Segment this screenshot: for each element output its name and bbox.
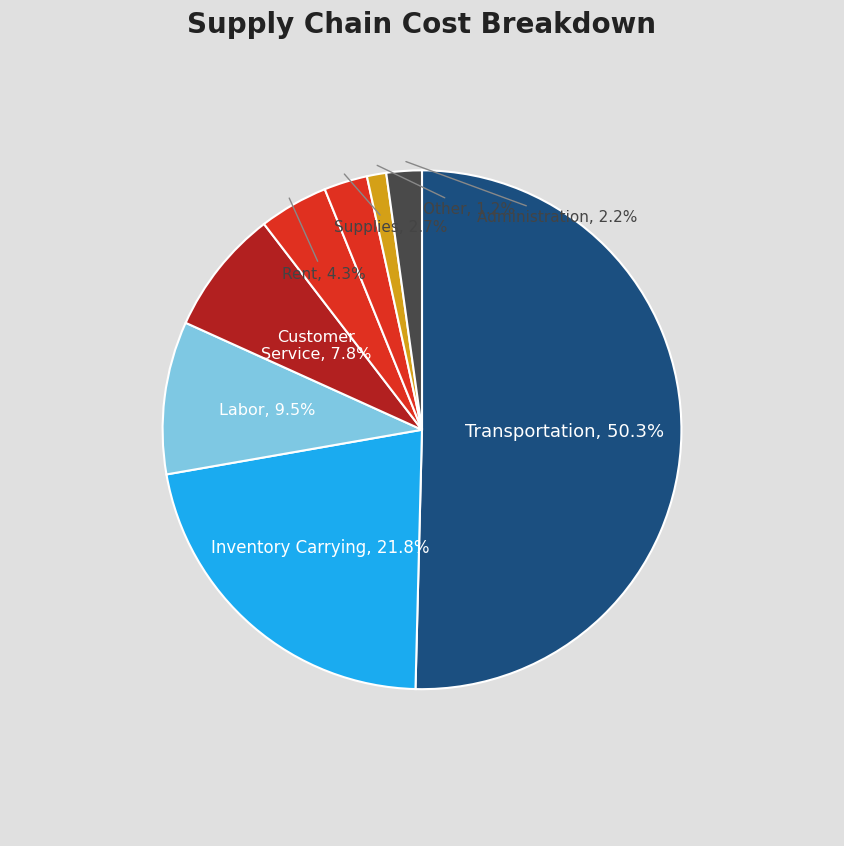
Wedge shape bbox=[367, 173, 422, 430]
Wedge shape bbox=[163, 323, 422, 475]
Wedge shape bbox=[415, 170, 681, 689]
Wedge shape bbox=[166, 430, 422, 689]
Wedge shape bbox=[264, 190, 422, 430]
Text: Labor, 9.5%: Labor, 9.5% bbox=[219, 403, 316, 418]
Wedge shape bbox=[186, 224, 422, 430]
Text: Administration, 2.2%: Administration, 2.2% bbox=[406, 162, 637, 224]
Text: Other, 1.2%: Other, 1.2% bbox=[377, 165, 515, 217]
Wedge shape bbox=[325, 176, 422, 430]
Text: Rent, 4.3%: Rent, 4.3% bbox=[282, 198, 365, 282]
Text: Inventory Carrying, 21.8%: Inventory Carrying, 21.8% bbox=[211, 539, 430, 557]
Title: Supply Chain Cost Breakdown: Supply Chain Cost Breakdown bbox=[187, 11, 657, 39]
Wedge shape bbox=[387, 170, 422, 430]
Text: Transportation, 50.3%: Transportation, 50.3% bbox=[465, 422, 664, 441]
Text: Supplies, 2.7%: Supplies, 2.7% bbox=[334, 174, 447, 235]
Text: Customer
Service, 7.8%: Customer Service, 7.8% bbox=[261, 330, 371, 362]
